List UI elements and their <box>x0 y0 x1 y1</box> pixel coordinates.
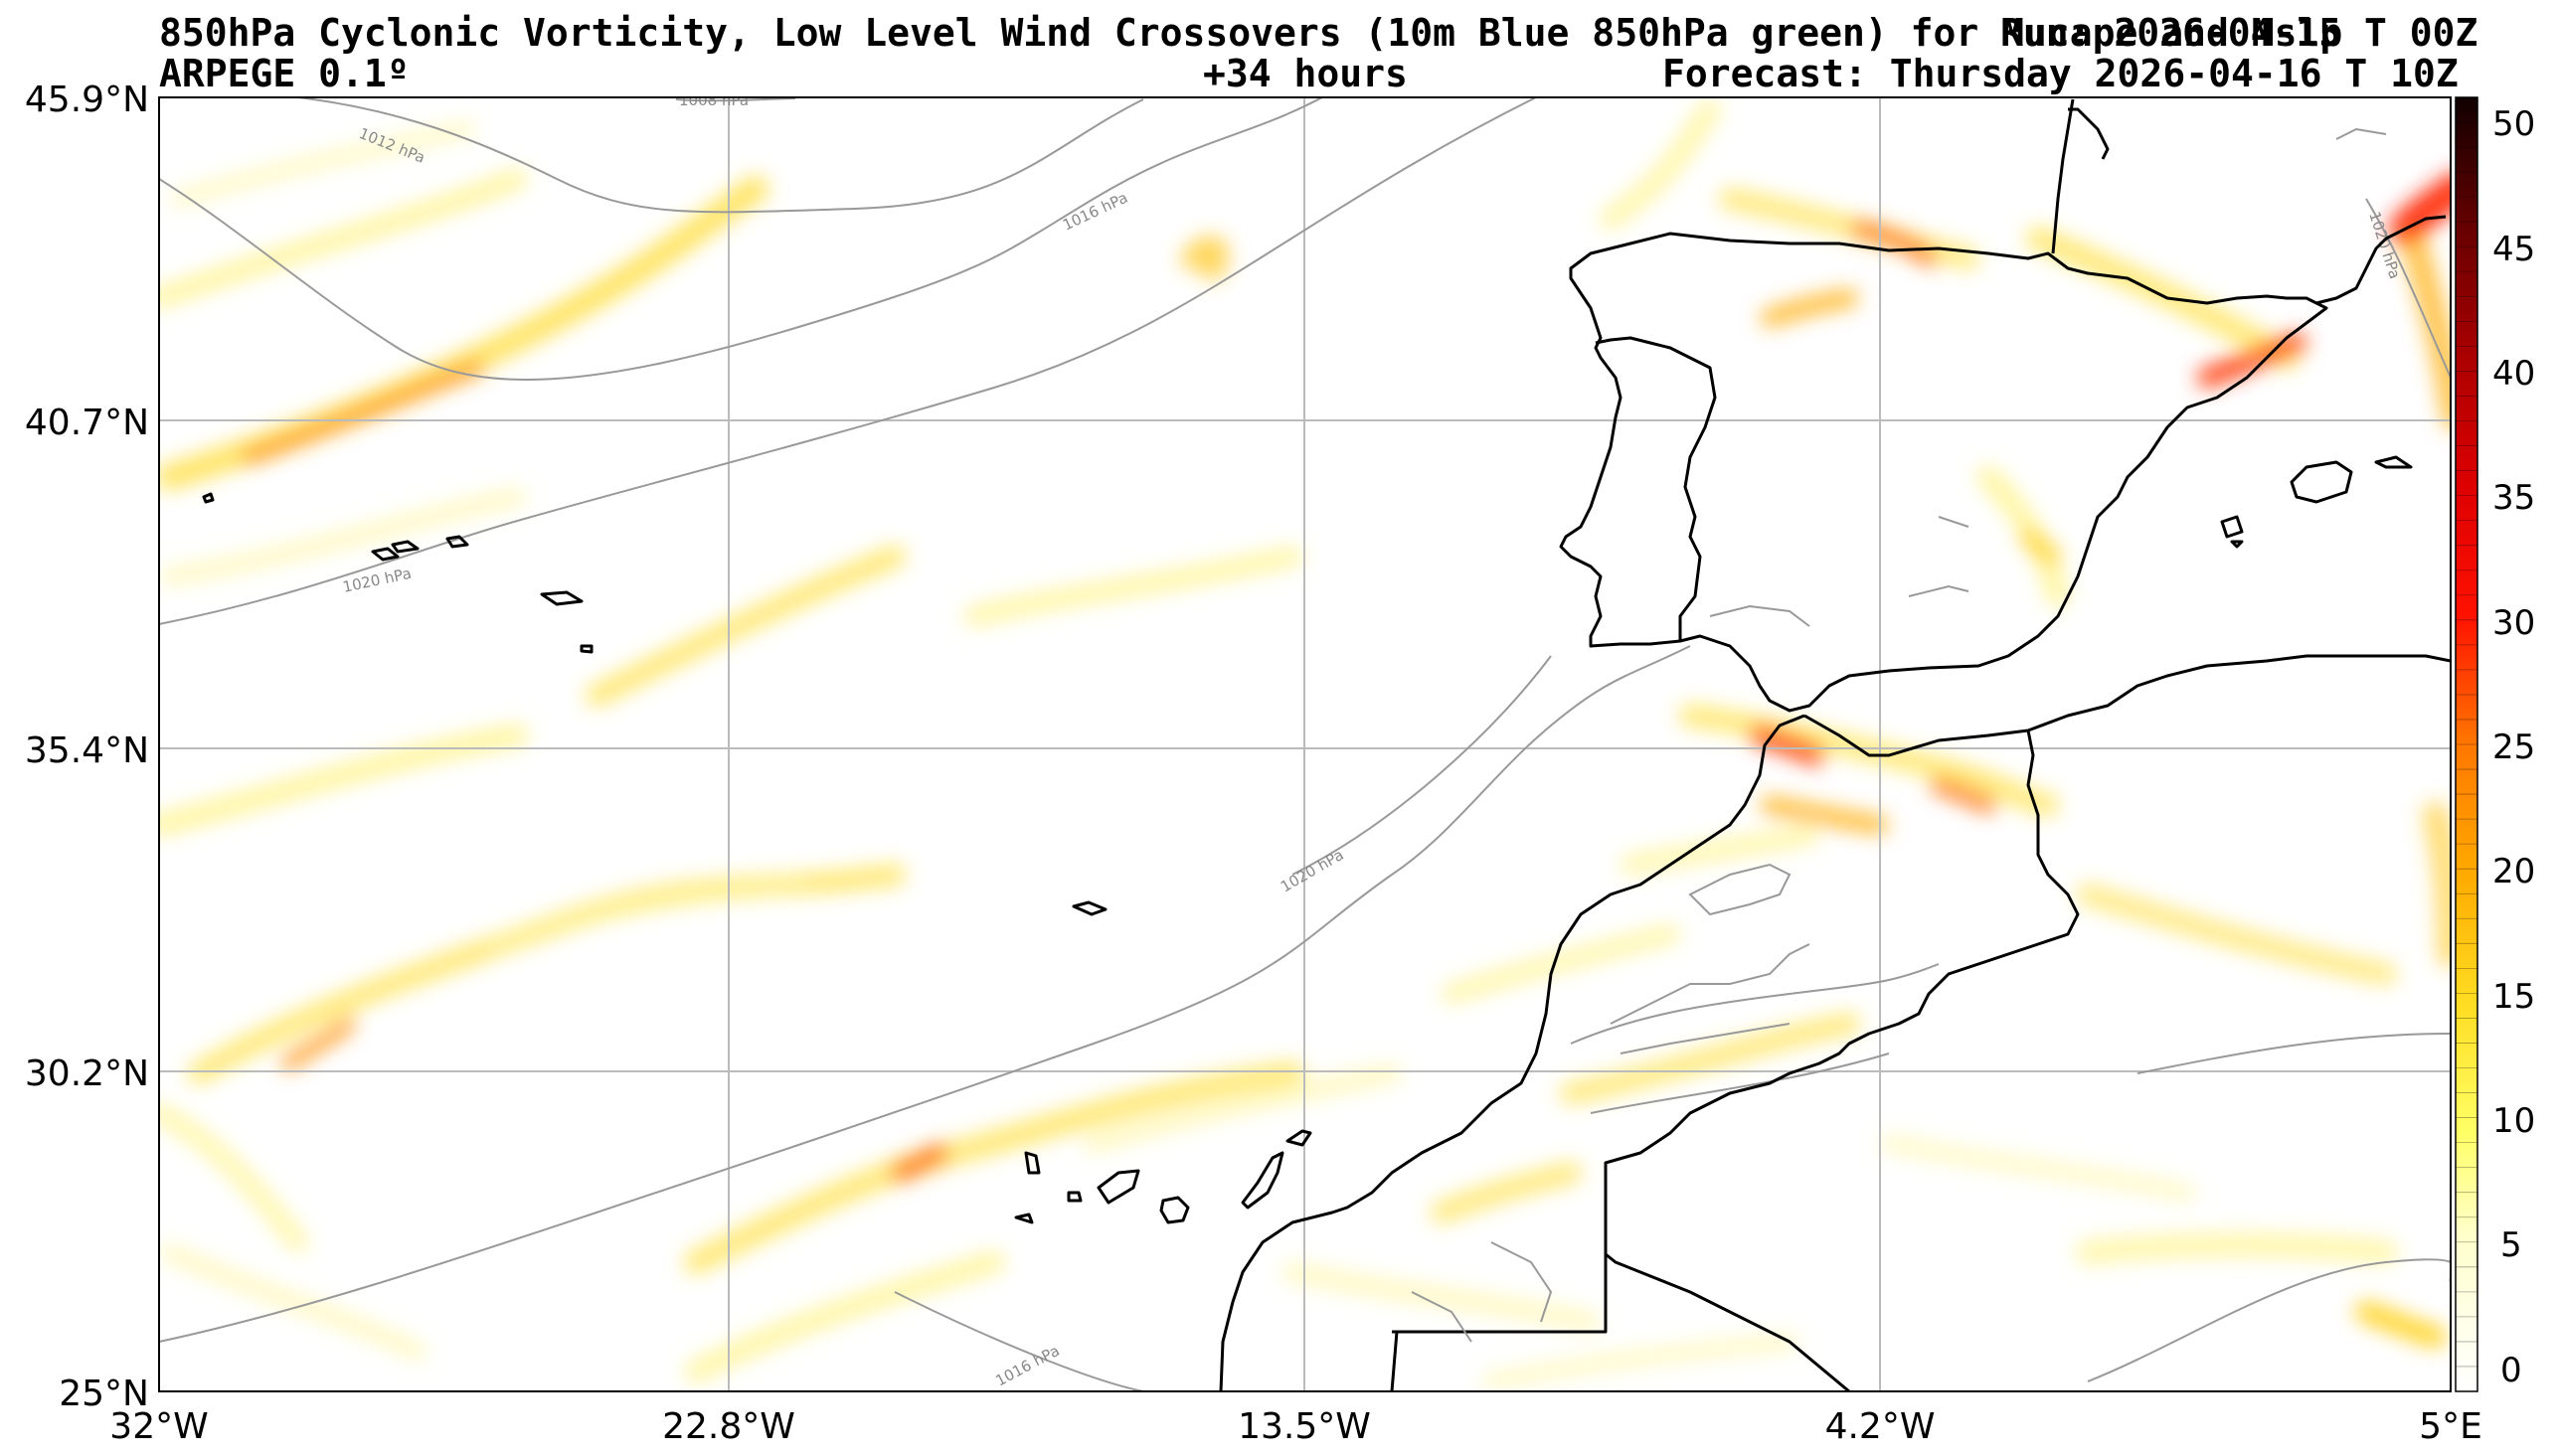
africa-coast <box>1219 714 1805 1391</box>
colorbar-tick: 15 <box>2492 977 2535 1017</box>
canary-gran-canaria <box>1159 1196 1190 1224</box>
colorbar-tick: 20 <box>2492 852 2535 891</box>
lon-label: 5°E <box>2419 1406 2482 1447</box>
lat-label: 35.4°N <box>25 730 149 771</box>
portugal-border <box>1595 336 1717 641</box>
colorbar-tick: 50 <box>2492 104 2535 144</box>
morocco-algeria-border <box>1604 729 2080 1254</box>
terrain-contours <box>1411 127 2387 1343</box>
azores-6 <box>580 644 594 654</box>
forecast-label: Forecast: Thursday 2026-04-16 T 10Z <box>1662 52 2459 95</box>
mallorca <box>2290 460 2353 504</box>
title-right: Run: 2026-04-15 T 00Z <box>2000 11 2478 55</box>
isobars <box>159 97 2451 1391</box>
lat-axis: 45.9°N 40.7°N 35.4°N 30.2°N 25°N <box>25 80 149 1414</box>
lon-axis: 32°W 22.8°W 13.5°W 4.2°W 5°E <box>109 1406 2482 1447</box>
azores-3 <box>391 540 420 554</box>
lead-time-label: +34 hours <box>1203 52 1408 95</box>
colorbar-tick: 40 <box>2492 354 2535 394</box>
model-label: ARPEGE 0.1º <box>159 52 410 95</box>
lon-label: 4.2°W <box>1825 1406 1936 1447</box>
iberia-coast <box>1559 232 2328 713</box>
formentera <box>2230 540 2244 549</box>
colorbar-tick: 30 <box>2492 603 2535 643</box>
colorbar-tick: 0 <box>2500 1351 2522 1390</box>
canary-lanzarote <box>1285 1129 1312 1147</box>
azores-1 <box>202 492 215 504</box>
title-left: 850hPa Cyclonic Vorticity, Low Level Win… <box>159 11 2343 55</box>
canary-la-gomera <box>1067 1191 1083 1203</box>
colorbar-fill <box>2455 96 2478 1392</box>
lat-label: 30.2°N <box>25 1053 149 1094</box>
colorbar: 50 45 40 35 30 25 20 15 10 5 0 <box>2455 96 2535 1392</box>
gulf-lion <box>2315 215 2447 305</box>
vorticity-field <box>159 98 2451 1390</box>
coastlines <box>202 98 2451 1391</box>
azores-4 <box>445 535 469 549</box>
isobar-label: 1008 hPa <box>679 91 749 109</box>
canary-fuerteventura <box>1241 1151 1284 1210</box>
lat-label: 40.7°N <box>25 403 149 443</box>
azores-5 <box>540 590 584 606</box>
azores-2 <box>371 547 400 562</box>
lon-label: 32°W <box>109 1406 208 1447</box>
france-coast <box>2051 98 2075 254</box>
madeira <box>1072 900 1108 916</box>
western-sahara-border <box>1392 1252 1850 1391</box>
colorbar-tick: 25 <box>2492 728 2535 767</box>
western-sahara-coast <box>1390 1331 1399 1391</box>
menorca <box>2374 455 2413 469</box>
france-west <box>2068 107 2110 160</box>
lon-label: 13.5°W <box>1238 1406 1371 1447</box>
colorbar-tick: 10 <box>2492 1101 2535 1141</box>
lon-label: 22.8°W <box>662 1406 795 1447</box>
plot-frame <box>158 96 2452 1392</box>
canary-la-palma <box>1024 1151 1041 1175</box>
graticule <box>159 97 2451 1391</box>
canary-tenerife <box>1097 1169 1140 1205</box>
lat-label: 25°N <box>59 1374 149 1414</box>
canary-el-hierro <box>1014 1213 1034 1224</box>
lat-label: 45.9°N <box>25 80 149 120</box>
colorbar-tick: 35 <box>2492 478 2535 518</box>
ibiza <box>2220 515 2244 539</box>
north-africa-coast <box>1803 654 2451 757</box>
colorbar-tick: 45 <box>2492 230 2535 269</box>
colorbar-tick: 5 <box>2500 1225 2522 1265</box>
